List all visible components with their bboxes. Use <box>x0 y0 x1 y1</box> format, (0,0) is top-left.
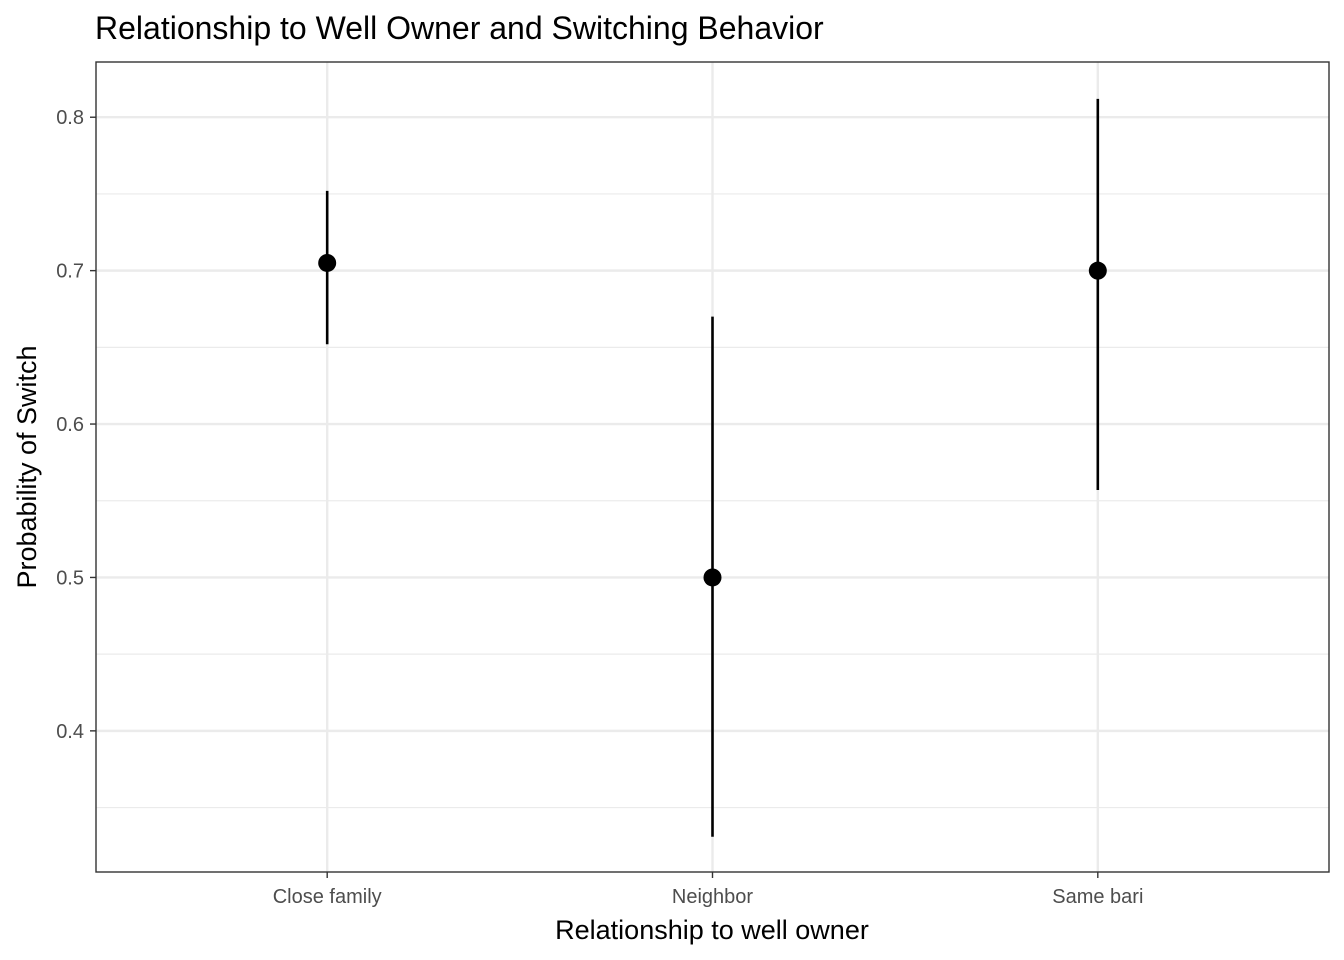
y-tick-label: 0.4 <box>56 721 84 743</box>
data-point <box>318 253 337 272</box>
x-tick-label: Same bari <box>1052 886 1143 908</box>
data-point <box>1088 261 1107 280</box>
y-tick-label: 0.7 <box>56 261 84 283</box>
x-tick-label: Neighbor <box>672 886 754 908</box>
x-tick-label: Close family <box>273 886 382 908</box>
chart-title: Relationship to Well Owner and Switching… <box>95 10 824 46</box>
x-axis-title: Relationship to well owner <box>555 915 869 945</box>
y-axis-title: Probability of Switch <box>12 345 42 588</box>
axis-ticks <box>90 116 1099 878</box>
y-tick-label: 0.8 <box>56 107 84 129</box>
plot-marks <box>318 98 1107 837</box>
data-point <box>703 568 722 587</box>
tick-labels: 0.4 0.5 0.6 0.7 0.8 Close family Neighbor Same … <box>56 107 1143 908</box>
y-tick-label: 0.5 <box>56 567 84 589</box>
y-tick-label: 0.6 <box>56 414 84 436</box>
